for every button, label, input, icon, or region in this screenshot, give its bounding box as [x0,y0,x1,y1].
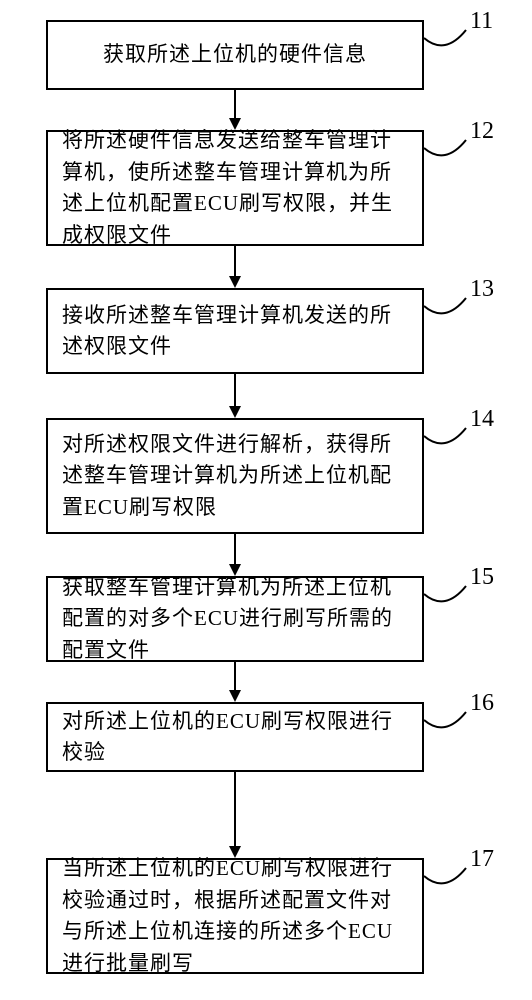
arrow-line [234,246,236,278]
arrow-head [229,690,241,702]
arrow-line [234,772,236,848]
arrow-line [234,374,236,408]
arrow-head [229,564,241,576]
arrow-line [234,90,236,120]
flowchart-container: 获取所述上位机的硬件信息11将所述硬件信息发送给整车管理计算机，使所述整车管理计… [0,0,532,1000]
arrow-head [229,118,241,130]
arrow-head [229,276,241,288]
connector-line [0,0,532,1000]
arrow-head [229,846,241,858]
arrow-line [234,662,236,692]
arrow-head [229,406,241,418]
arrow-line [234,534,236,566]
